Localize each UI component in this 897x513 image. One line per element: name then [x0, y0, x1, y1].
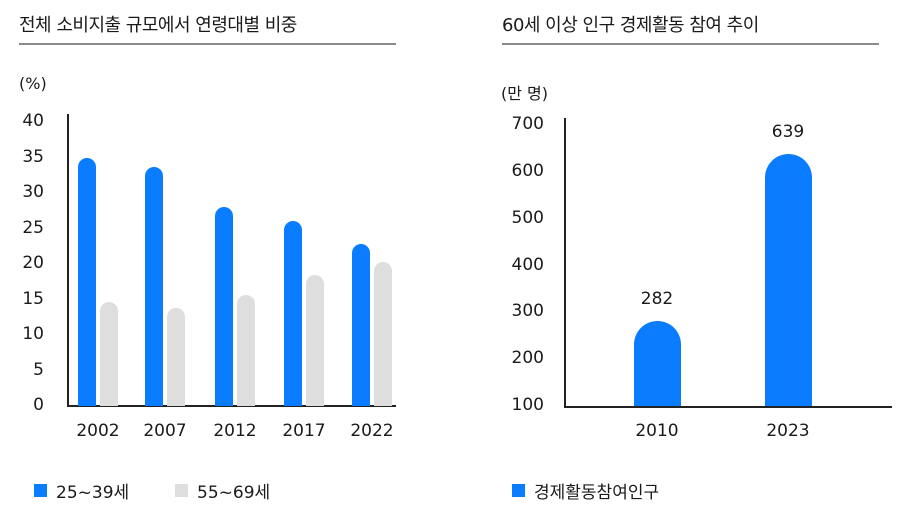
right-x-axis — [564, 406, 892, 408]
bar-age-25-39-2002 — [78, 157, 96, 406]
right-chart-panel: 60세 이상 인구 경제활동 참여 추이 (만 명) 700 600 500 400 3… — [450, 0, 897, 513]
bar-econ-active-2010 — [634, 320, 681, 406]
y-tick-label: 15 — [22, 288, 44, 309]
right-y-axis — [564, 118, 566, 408]
bar-age-55-69-2002 — [100, 301, 118, 406]
x-tick-label: 2017 — [282, 421, 326, 441]
left-chart-panel: 전체 소비지출 규모에서 연령대별 비중 (%) 40 35 30 25 20 15 10 5… — [19, 15, 396, 503]
y-tick-label: 40 — [22, 111, 44, 131]
bar-age-25-39-2012 — [215, 207, 233, 406]
legend-swatch-blue — [512, 484, 525, 497]
y-tick-label: 600 — [511, 160, 544, 181]
bar-age-25-39-2017 — [284, 221, 302, 406]
legend-label: 경제활동참여인구 — [534, 483, 660, 503]
left-title-rule — [19, 43, 396, 45]
right-legend-item-1: 경제활동참여인구 — [512, 478, 659, 503]
left-y-unit: (%) — [19, 74, 47, 93]
bar-econ-active-2023 — [765, 153, 812, 406]
y-tick-label: 10 — [22, 324, 44, 344]
y-tick-label: 0 — [33, 395, 44, 415]
left-y-axis — [67, 114, 69, 407]
y-tick-label: 30 — [22, 182, 44, 202]
bar-age-25-39-2022 — [352, 244, 370, 406]
legend-label: 55~69세 — [197, 483, 271, 503]
bar-age-55-69-2017 — [306, 275, 324, 406]
y-tick-label: 200 — [511, 348, 544, 369]
bar-age-55-69-2012 — [237, 294, 255, 406]
y-tick-label: 100 — [511, 395, 544, 415]
y-tick-label: 500 — [511, 207, 544, 228]
left-legend-item-1: 25~39세 — [34, 478, 129, 503]
legend-swatch-grey — [175, 484, 188, 497]
left-legend-item-2: 55~69세 — [175, 478, 270, 503]
y-tick-label: 20 — [22, 253, 44, 273]
legend-swatch-blue — [34, 484, 47, 497]
y-tick-label: 400 — [511, 254, 544, 275]
bar-age-55-69-2022 — [374, 261, 392, 406]
y-tick-label: 35 — [22, 146, 44, 167]
bar-age-55-69-2007 — [167, 308, 185, 406]
y-tick-label: 300 — [511, 301, 544, 322]
x-tick-label: 2007 — [143, 421, 187, 441]
right-y-unit: (만 명) — [501, 84, 549, 103]
right-title-rule — [502, 43, 879, 45]
legend-label: 25~39세 — [56, 483, 130, 503]
value-label: 639 — [771, 121, 805, 142]
right-chart-title: 60세 이상 인구 경제활동 참여 추이 — [502, 15, 759, 36]
bar-age-25-39-2007 — [145, 167, 163, 406]
y-tick-label: 700 — [511, 114, 544, 134]
left-x-axis — [67, 405, 396, 407]
x-tick-label: 2002 — [76, 421, 120, 441]
y-tick-label: 5 — [33, 359, 44, 380]
value-label: 282 — [640, 288, 674, 309]
x-tick-label: 2012 — [213, 421, 257, 441]
x-tick-label: 2010 — [635, 421, 679, 441]
x-tick-label: 2022 — [350, 421, 394, 441]
y-tick-label: 25 — [22, 217, 44, 238]
left-chart-title: 전체 소비지출 규모에서 연령대별 비중 — [19, 15, 297, 36]
x-tick-label: 2023 — [766, 421, 810, 441]
